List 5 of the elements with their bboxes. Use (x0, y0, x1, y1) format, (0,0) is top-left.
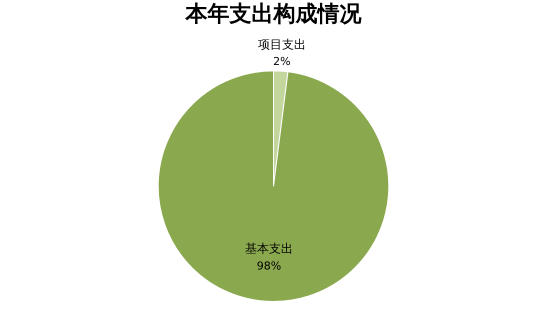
slice-label: 基本支出 (245, 242, 294, 256)
slice-label: 项目支出 (258, 37, 306, 52)
chart-title: 本年支出构成情况 (184, 2, 362, 27)
data-label: 98% (256, 259, 282, 272)
data-label: 2% (273, 55, 291, 68)
